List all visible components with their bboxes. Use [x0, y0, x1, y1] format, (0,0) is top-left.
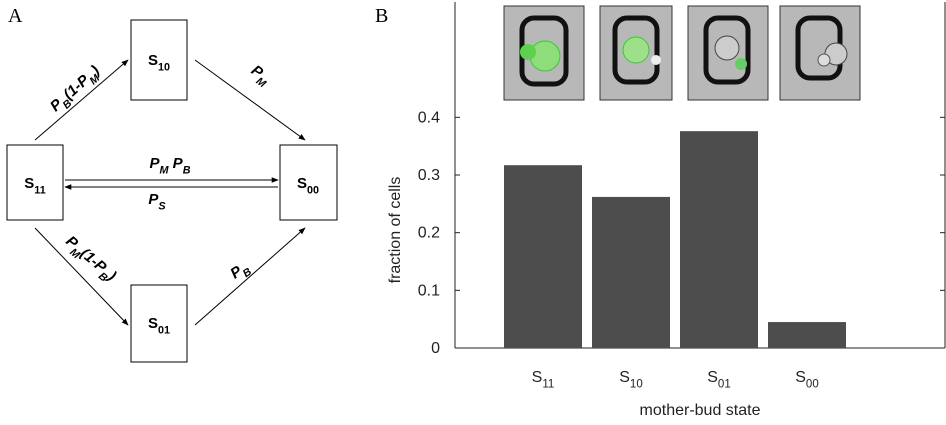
x-tick-label: S11	[532, 369, 555, 391]
subscript: B	[183, 164, 191, 176]
edge-label: PB	[227, 258, 254, 286]
subscript: 10	[630, 379, 643, 391]
node-box	[7, 145, 63, 220]
bar	[768, 322, 846, 348]
page: A B S11S10S00S01PB(1-PM)PMPM PBPSPM(1-PB…	[0, 0, 946, 425]
text-run: S	[148, 315, 158, 332]
micrograph	[504, 6, 584, 100]
node-box	[131, 20, 187, 100]
y-tick-label: 0	[431, 340, 440, 357]
subscript: 01	[718, 379, 731, 391]
edge-label: PM(1-PB)	[60, 233, 120, 288]
diagram-boxes	[7, 20, 337, 362]
subscript: 01	[158, 324, 170, 336]
text-run: P	[169, 155, 184, 172]
x-tick-label: S10	[619, 369, 642, 391]
subscript: S	[158, 200, 166, 212]
bar	[504, 165, 582, 348]
y-tick-label: 0.4	[418, 109, 440, 126]
node-box	[280, 145, 337, 220]
x-tick-label: S00	[795, 369, 818, 391]
edge-label: PS	[148, 191, 166, 212]
subscript: 00	[806, 379, 819, 391]
subscript: 10	[158, 61, 170, 73]
text-run: S	[707, 369, 718, 386]
y-tick-label: 0.3	[418, 167, 440, 184]
edge-label: PB(1-PM)	[47, 62, 106, 118]
y-tick-label: 0.1	[418, 282, 440, 299]
micrograph	[600, 6, 672, 100]
subscript: 11	[542, 379, 554, 391]
text-run: S	[532, 369, 543, 386]
bar	[592, 197, 670, 348]
panel-label: B	[375, 5, 388, 27]
x-axis-label: mother-bud state	[640, 402, 761, 419]
text-run: S	[24, 175, 34, 192]
x-tick-label: S01	[707, 369, 730, 391]
panel-label: A	[8, 5, 23, 27]
text-run: S	[148, 52, 158, 69]
text-run: S	[795, 369, 806, 386]
micrograph	[780, 6, 860, 100]
y-axis-label: fraction of cells	[387, 177, 404, 284]
y-tick-label: 0.2	[418, 225, 440, 242]
micrographs	[504, 6, 860, 100]
edge-label: PM PB	[149, 155, 190, 176]
edge-label: PM	[245, 62, 274, 91]
text-run: S	[297, 175, 307, 192]
subscript: 00	[307, 184, 319, 196]
text-run: S	[619, 369, 630, 386]
micrograph	[688, 6, 768, 100]
bar	[680, 131, 758, 348]
figure: A B S11S10S00S01PB(1-PM)PMPM PBPSPM(1-PB…	[0, 0, 946, 425]
subscript: 11	[34, 184, 45, 196]
